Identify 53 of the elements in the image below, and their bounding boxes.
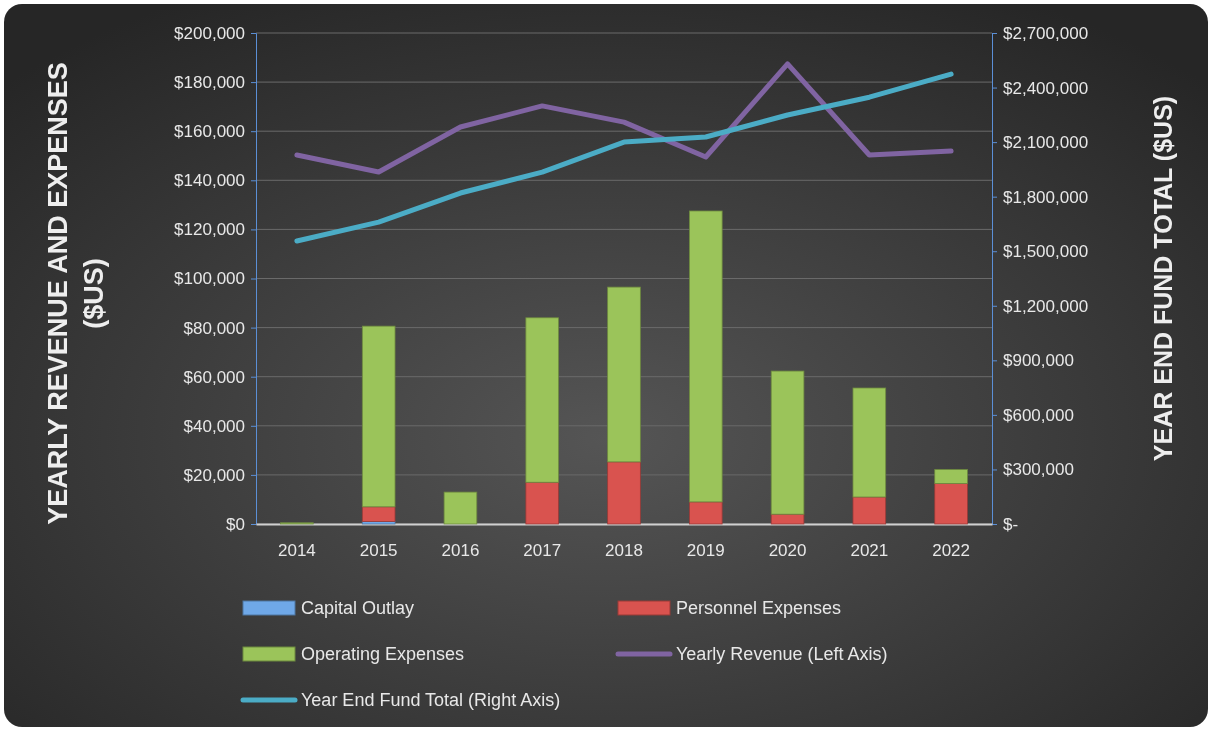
bar	[607, 286, 641, 463]
x-tick-label: 2018	[605, 541, 643, 561]
bar	[525, 481, 559, 525]
y2-tick-label: $2,700,000	[1003, 23, 1089, 43]
legend-label: Capital Outlay	[301, 598, 415, 618]
x-tick-label: 2016	[441, 541, 480, 561]
bar	[770, 370, 805, 515]
y2-tick-label: $300,000	[1003, 460, 1074, 480]
y2-tick-label: $600,000	[1003, 405, 1074, 425]
y2-tick-label: $2,400,000	[1003, 78, 1089, 98]
bar	[770, 513, 805, 525]
y-tick-label: $60,000	[183, 367, 245, 387]
y-tick-label: $120,000	[174, 220, 245, 240]
bar	[525, 317, 559, 483]
x-tick-label: 2022	[932, 541, 971, 561]
legend-label: Year End Fund Total (Right Axis)	[301, 690, 561, 710]
y-tick-label: $140,000	[174, 171, 245, 191]
x-tick-label: 2015	[359, 541, 398, 561]
y2-tick-label: $1,800,000	[1003, 187, 1089, 207]
x-tick-label: 2017	[523, 541, 562, 561]
bar	[607, 461, 641, 525]
y2-tick-label: $-	[1003, 514, 1019, 534]
y2-axis-title: YEAR END FUND TOTAL ($US)	[1149, 95, 1177, 462]
legend-label: Operating Expenses	[301, 644, 465, 664]
y2-tick-label: $1,500,000	[1003, 242, 1089, 262]
y-tick-label: $100,000	[174, 269, 245, 289]
y2-tick-label: $2,100,000	[1003, 133, 1089, 153]
bar	[361, 506, 396, 522]
bar	[852, 496, 887, 525]
y-axis-title: YEARLY REVENUE AND EXPENSES ($US)	[43, 62, 109, 525]
x-tick-label: 2021	[850, 541, 889, 561]
bar	[934, 469, 968, 484]
y-tick-label: $20,000	[183, 465, 245, 485]
y2-tick-label: $900,000	[1003, 351, 1074, 371]
x-tick-label: 2019	[686, 541, 725, 561]
legend-label: Yearly Revenue (Left Axis)	[676, 644, 888, 664]
x-tick-label: 2020	[768, 541, 807, 561]
bar	[689, 501, 723, 525]
y-tick-label: $200,000	[174, 23, 245, 43]
y2-tick-label: $1,200,000	[1003, 296, 1089, 316]
bar	[852, 387, 887, 498]
bar	[443, 491, 478, 525]
y-tick-label: $80,000	[183, 318, 245, 338]
y-tick-label: $160,000	[174, 122, 245, 142]
bar	[689, 210, 723, 503]
bar	[934, 483, 968, 525]
y-tick-label: $180,000	[174, 73, 245, 93]
y-tick-label: $40,000	[183, 416, 245, 436]
x-tick-label: 2014	[277, 541, 316, 561]
legend-label: Personnel Expenses	[676, 598, 842, 618]
bar	[361, 325, 396, 508]
bar	[361, 521, 396, 525]
y-tick-label: $0	[226, 514, 245, 534]
